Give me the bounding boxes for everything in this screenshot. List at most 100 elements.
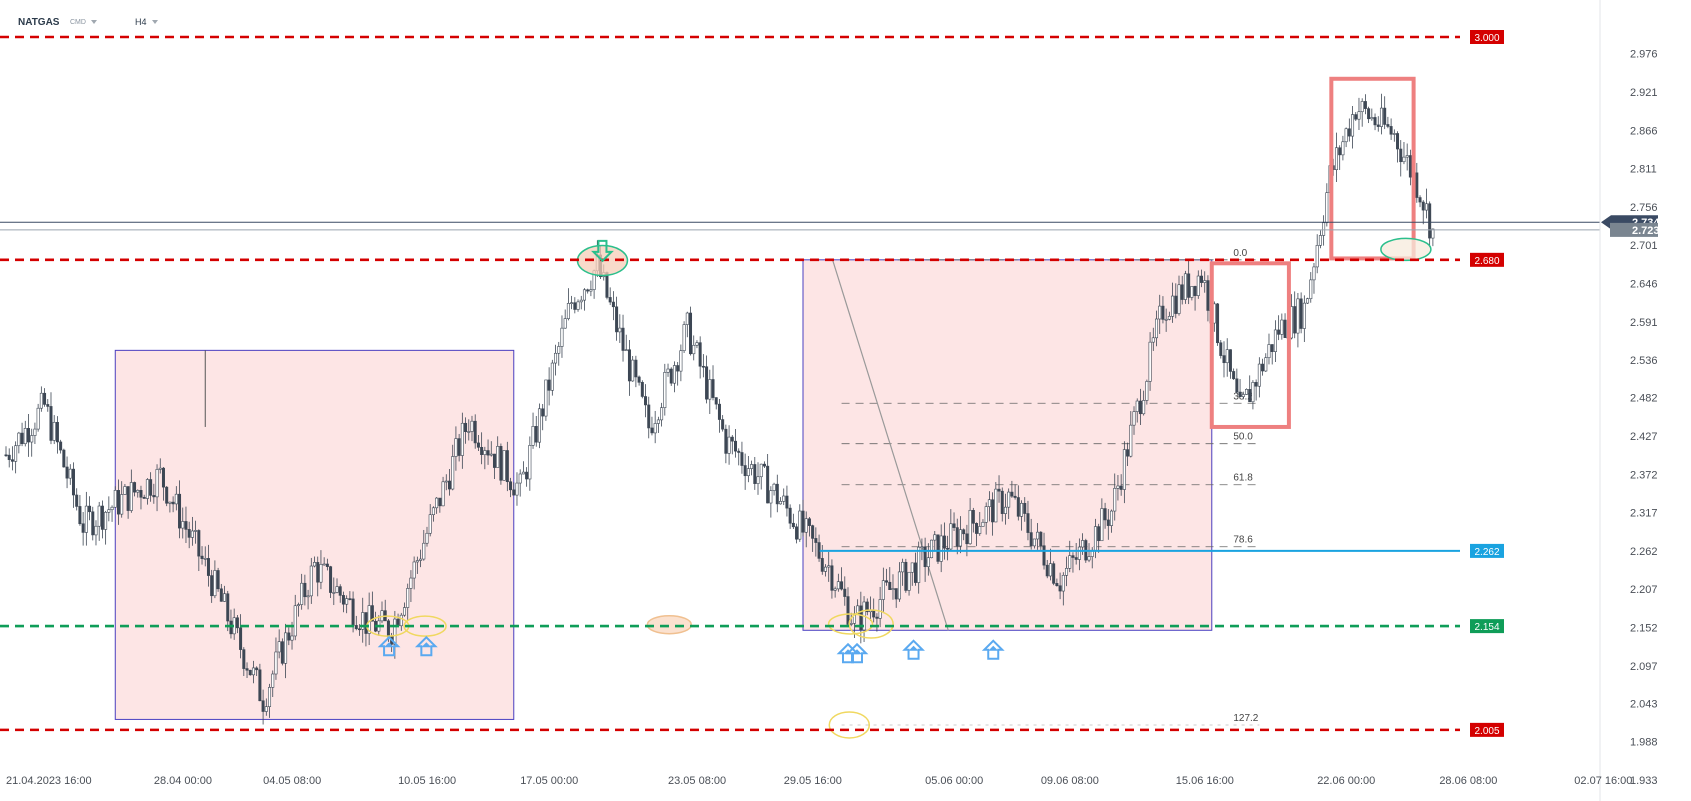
ellipse-fib-127[interactable]: [828, 711, 871, 739]
candle-body: [1244, 389, 1248, 395]
candle-body: [717, 403, 721, 420]
candle-body: [1029, 532, 1033, 547]
buy-signal-arrow[interactable]: [845, 642, 869, 664]
buy-signal-arrow[interactable]: [902, 639, 925, 660]
candle: [457, 433, 461, 462]
candle: [229, 609, 233, 639]
candle: [952, 512, 956, 531]
candle: [994, 482, 998, 523]
candle-body: [521, 471, 525, 475]
candle-body: [447, 480, 451, 490]
candle-body: [1023, 502, 1027, 514]
candle-body: [1180, 284, 1184, 300]
candle: [521, 461, 525, 475]
ellipse-support-touch[interactable]: [848, 609, 894, 639]
candle: [730, 435, 734, 455]
candle: [1100, 498, 1104, 542]
candle-body: [621, 327, 625, 351]
price-tick-label: 2.646: [1630, 279, 1658, 291]
candle: [689, 306, 693, 356]
candle-body: [116, 490, 120, 515]
candle: [875, 613, 879, 632]
candle-body: [464, 422, 468, 432]
chevron-down-icon: [151, 20, 158, 24]
candle-body: [441, 481, 445, 507]
candle-body: [78, 506, 82, 525]
level-2-680[interactable]: 2.680: [0, 252, 1504, 267]
level-3-000[interactable]: 3.000: [0, 30, 1504, 44]
candle: [939, 524, 943, 573]
time-axis[interactable]: 21.04.2023 16:00 28.04 00:00 04.05 08:00 10…: [6, 775, 1632, 787]
market-selector[interactable]: CMD: [70, 14, 97, 30]
level-2-005[interactable]: 2.005: [0, 722, 1504, 737]
candle-body: [4, 454, 8, 457]
candle: [444, 474, 448, 491]
candle-body: [586, 289, 590, 292]
candle: [142, 494, 146, 499]
symbol-label[interactable]: NATGAS: [18, 16, 60, 28]
ellipse-recent-touch[interactable]: [1380, 237, 1432, 262]
candle-body: [1293, 306, 1297, 334]
candle-body: [1386, 124, 1390, 127]
sell-signal-arrow[interactable]: [591, 239, 614, 263]
highlight-box-top[interactable]: [1329, 76, 1416, 261]
candle-body: [762, 463, 766, 467]
timeframe-selector[interactable]: H4: [135, 14, 158, 30]
candle: [1177, 275, 1181, 316]
candle: [1058, 572, 1062, 600]
candle-body: [840, 581, 844, 590]
candle: [65, 456, 69, 489]
level-2-262[interactable]: 2.262: [819, 543, 1504, 558]
candle-body: [152, 495, 156, 498]
candle: [705, 355, 709, 404]
candle-body: [168, 501, 172, 504]
candle: [1354, 112, 1358, 121]
ellipse-support-touch[interactable]: [403, 615, 447, 637]
candle: [239, 614, 243, 659]
price-tick-label: 2.811: [1630, 164, 1657, 176]
candle: [36, 403, 40, 432]
candle-body: [891, 588, 895, 590]
candle-body: [1396, 133, 1400, 150]
candle: [946, 535, 950, 561]
candle-body: [987, 499, 991, 507]
candle-body: [801, 510, 805, 533]
candle-body: [113, 490, 117, 508]
candle-body: [142, 496, 146, 499]
candle: [692, 335, 696, 361]
candle: [277, 629, 281, 659]
buy-signal-arrow[interactable]: [377, 635, 401, 657]
candle-body: [727, 436, 731, 454]
buy-signal-arrow[interactable]: [981, 639, 1005, 660]
candle-body: [1341, 141, 1345, 156]
candle: [358, 624, 362, 636]
level-2-154[interactable]: 2.154: [0, 619, 1504, 634]
candle-body: [68, 468, 72, 479]
buy-signal-arrow[interactable]: [414, 635, 438, 657]
candle: [576, 299, 580, 312]
candle-body: [1296, 298, 1300, 334]
price-tick-label: 1.988: [1630, 737, 1658, 749]
candle: [1087, 543, 1091, 563]
zone-april-may[interactable]: [114, 349, 515, 720]
candle: [354, 615, 358, 631]
down-arrow-icon: [591, 239, 614, 263]
candle: [1244, 388, 1248, 395]
ellipse-support-touch[interactable]: [827, 613, 874, 635]
candle-body: [271, 673, 275, 688]
ellipse-fib-low[interactable]: [646, 614, 693, 635]
candle: [975, 522, 979, 547]
candle: [1026, 500, 1030, 541]
candle-body: [1325, 192, 1329, 224]
candle-body: [1357, 111, 1361, 120]
price-tick-label: 2.152: [1630, 623, 1658, 635]
candle-body: [1421, 201, 1425, 211]
highlight-box-june[interactable]: [1209, 261, 1291, 429]
zone-may-correction[interactable]: [802, 259, 1213, 631]
candles[interactable]: [4, 93, 1435, 725]
candle-body: [1074, 557, 1078, 560]
candle-body: [1071, 555, 1075, 558]
candle-body: [1408, 155, 1412, 178]
price-axis[interactable]: 2.976 2.921 2.866 2.811 2.756 2.701 2.646 2.591…: [1599, 0, 1660, 801]
